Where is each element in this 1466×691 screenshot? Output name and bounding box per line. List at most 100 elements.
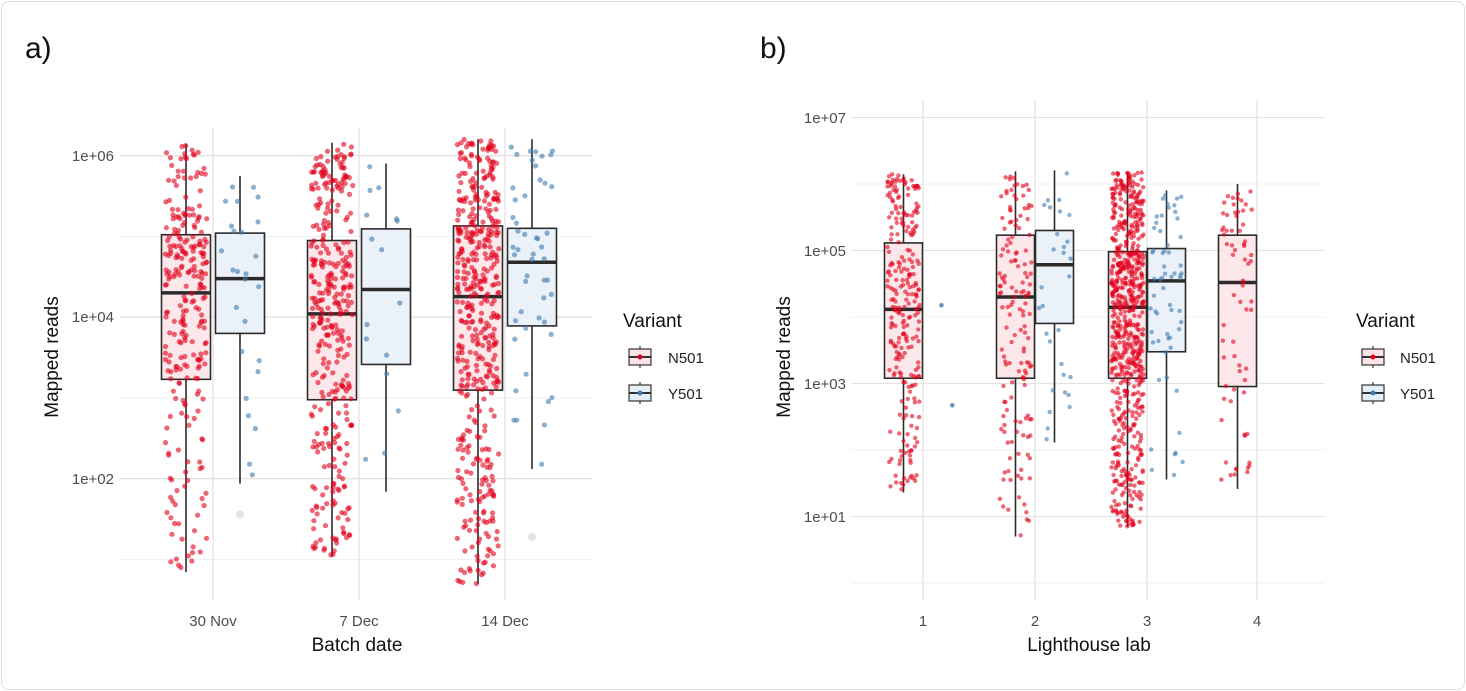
data-point <box>1135 390 1141 395</box>
data-point <box>897 458 903 463</box>
data-point <box>470 239 476 245</box>
data-point <box>171 318 177 324</box>
data-point <box>163 199 169 205</box>
data-point <box>1050 388 1056 393</box>
data-point <box>1141 198 1146 203</box>
data-point <box>326 272 332 278</box>
data-point <box>1139 340 1145 345</box>
data-point <box>1161 285 1166 291</box>
data-point <box>321 445 327 451</box>
data-point <box>1021 313 1026 318</box>
data-point <box>1027 311 1032 317</box>
data-point <box>340 176 346 182</box>
data-point <box>1047 205 1053 210</box>
data-point <box>182 483 188 489</box>
data-point <box>194 218 201 224</box>
data-point <box>482 493 488 499</box>
data-point <box>533 163 539 169</box>
data-point <box>312 295 318 301</box>
data-point <box>912 299 917 304</box>
data-point <box>469 544 475 550</box>
data-point <box>173 395 179 402</box>
data-point <box>1137 352 1142 357</box>
data-point <box>313 444 319 450</box>
data-point <box>1220 227 1225 233</box>
data-point <box>463 234 469 240</box>
data-point <box>1137 412 1142 418</box>
data-point <box>335 330 341 336</box>
data-point <box>897 431 902 436</box>
data-point <box>1136 382 1142 388</box>
data-point <box>1014 289 1019 294</box>
data-point <box>1117 261 1122 266</box>
data-point <box>346 505 352 511</box>
data-point <box>457 578 463 585</box>
data-point <box>899 399 904 404</box>
data-point <box>1023 248 1028 253</box>
data-point <box>195 512 201 518</box>
data-point <box>1131 189 1137 194</box>
data-point <box>899 453 905 459</box>
data-point <box>344 298 350 304</box>
data-point <box>320 163 326 169</box>
data-point <box>510 244 516 250</box>
data-point <box>177 303 183 309</box>
data-point <box>900 320 905 325</box>
data-point <box>515 228 521 234</box>
data-point <box>1012 332 1017 338</box>
data-point <box>363 456 369 462</box>
data-point <box>323 225 329 231</box>
data-point <box>901 476 907 481</box>
data-point <box>908 272 913 277</box>
data-point <box>907 453 913 458</box>
data-point <box>1022 262 1027 267</box>
data-point <box>1110 263 1116 269</box>
data-point <box>1116 444 1122 449</box>
data-point <box>885 179 891 184</box>
data-point <box>489 473 495 479</box>
data-point <box>1001 504 1006 509</box>
data-point <box>905 267 910 272</box>
data-point <box>1116 482 1122 487</box>
data-point <box>163 314 169 320</box>
data-point <box>347 152 354 158</box>
data-point <box>524 273 530 279</box>
data-point <box>1122 501 1128 506</box>
data-point <box>1124 518 1129 524</box>
data-point <box>1111 320 1117 325</box>
data-point <box>1040 303 1045 309</box>
data-point <box>313 180 319 186</box>
data-point <box>458 382 464 388</box>
data-point <box>1135 356 1140 361</box>
data-point <box>1004 407 1010 413</box>
data-point <box>1126 253 1132 258</box>
data-point <box>1132 257 1137 262</box>
data-point <box>164 271 170 277</box>
data-point <box>167 155 173 161</box>
data-point <box>493 148 499 154</box>
data-point <box>1062 390 1068 395</box>
data-point <box>902 210 907 215</box>
data-point <box>463 523 469 529</box>
data-point <box>330 535 336 541</box>
data-point <box>1149 447 1154 452</box>
data-point <box>1009 339 1014 345</box>
data-point <box>495 230 501 236</box>
data-point <box>460 455 466 461</box>
data-point <box>176 339 182 345</box>
data-point <box>222 198 229 204</box>
data-point <box>1243 202 1249 207</box>
data-point <box>330 502 336 508</box>
data-point <box>458 227 464 234</box>
data-point <box>888 340 893 345</box>
box-y501-7-dec <box>360 163 412 492</box>
data-point <box>901 266 907 271</box>
data-point <box>474 553 480 559</box>
data-point <box>1124 233 1130 239</box>
data-point <box>892 184 898 189</box>
data-point <box>457 150 463 156</box>
data-point <box>173 182 179 189</box>
data-point <box>885 184 890 189</box>
data-point <box>1139 234 1145 239</box>
